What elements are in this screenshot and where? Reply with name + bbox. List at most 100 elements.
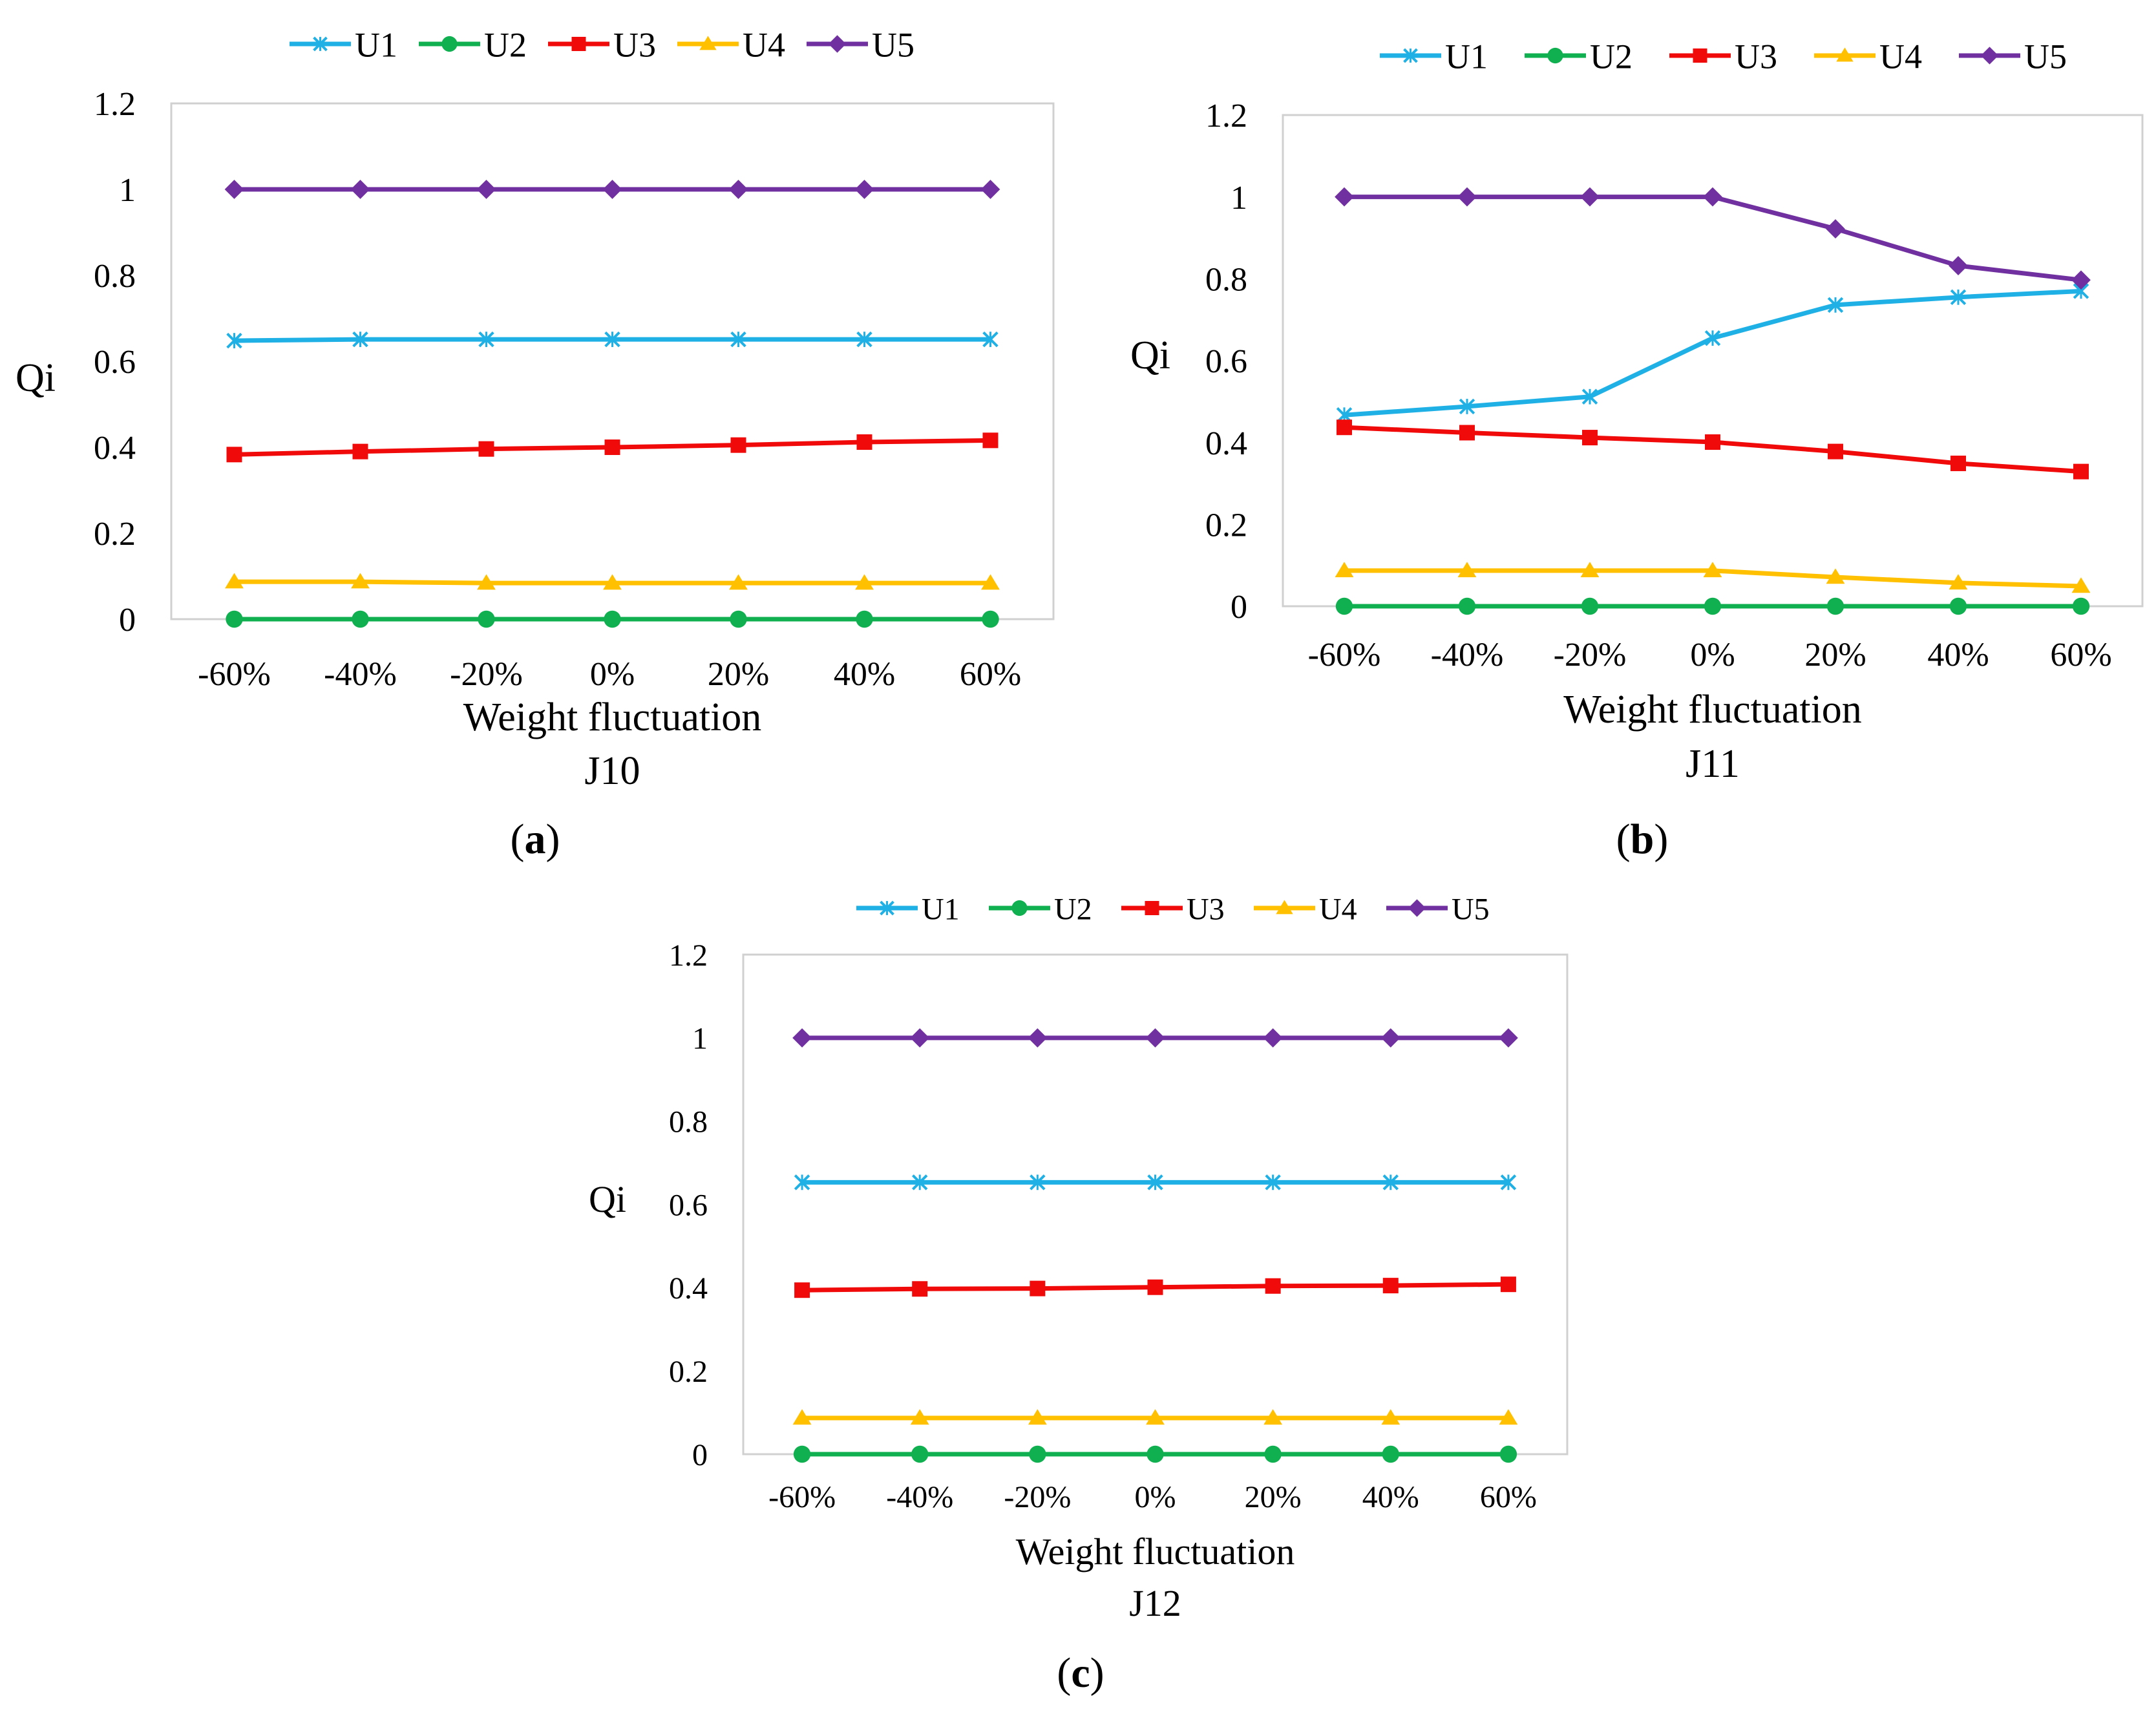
x-tick-label: 60% xyxy=(1480,1480,1537,1514)
data-point-u4 xyxy=(1580,562,1600,578)
y-tick-label: 0.8 xyxy=(669,1105,708,1139)
data-point-u5 xyxy=(1380,1028,1400,1048)
data-point-u2 xyxy=(793,1445,811,1463)
data-point-u1 xyxy=(1500,1174,1517,1191)
legend-marker-u1 xyxy=(313,36,328,52)
data-point-u2 xyxy=(1704,597,1722,615)
data-point-u5 xyxy=(2071,270,2091,290)
data-point-u5 xyxy=(350,180,370,199)
data-point-u3 xyxy=(1459,425,1475,441)
data-point-u4 xyxy=(792,1409,812,1425)
x-tick-label: 0% xyxy=(1135,1480,1176,1514)
data-point-u5 xyxy=(1263,1028,1283,1048)
x-tick-label: -20% xyxy=(450,656,523,693)
data-point-u5 xyxy=(602,180,622,199)
legend-marker-u4 xyxy=(1836,47,1854,62)
data-point-u3 xyxy=(794,1282,810,1298)
data-point-u2 xyxy=(1826,597,1844,615)
data-point-u5 xyxy=(1457,187,1477,207)
data-point-u4 xyxy=(1381,1409,1400,1425)
data-point-u2 xyxy=(1264,1445,1282,1463)
data-point-u3 xyxy=(1030,1280,1046,1296)
x-tick-label: -40% xyxy=(1431,637,1504,673)
data-point-u3 xyxy=(478,441,494,457)
panel-label-a: (a) xyxy=(511,816,560,863)
data-point-u3 xyxy=(730,437,746,453)
chart-j10: 0 0.2 0.4 0.6 0.8 1 1.2 -60% -40% -20% 0% 20% 40% 60%… xyxy=(16,25,1055,793)
data-point-u5 xyxy=(1703,187,1722,207)
data-point-u3 xyxy=(1382,1278,1399,1294)
data-point-u3 xyxy=(226,447,242,463)
data-point-u2 xyxy=(478,610,495,628)
legend-marker-u1 xyxy=(1403,48,1418,63)
data-point-u1 xyxy=(1265,1174,1281,1191)
data-point-u2 xyxy=(911,1445,929,1463)
x-tick-label: -60% xyxy=(198,656,271,693)
data-point-u4 xyxy=(855,574,874,590)
data-point-u2 xyxy=(982,610,999,628)
data-point-u5 xyxy=(1499,1028,1518,1048)
data-point-u2 xyxy=(730,610,747,628)
x-tick-label: 20% xyxy=(708,656,769,693)
data-point-u2 xyxy=(1029,1445,1046,1463)
data-point-u1 xyxy=(1382,1174,1399,1191)
legend-marker-u3 xyxy=(1693,48,1707,63)
y-tick-label: 0.6 xyxy=(94,344,136,381)
x-tick-label: 60% xyxy=(960,656,1021,693)
legend-marker-u2 xyxy=(1011,900,1028,916)
x-tick-label: 40% xyxy=(834,656,895,693)
x-tick-label: 40% xyxy=(1362,1480,1419,1514)
data-point-u3 xyxy=(856,434,872,450)
legend-label-u5: U5 xyxy=(1452,892,1490,926)
legend-label-u1: U1 xyxy=(922,892,960,926)
data-point-u1 xyxy=(352,331,368,348)
y-tick-label: 0 xyxy=(692,1438,708,1472)
data-point-u4 xyxy=(1263,1409,1283,1425)
x-tick-label: -20% xyxy=(1554,637,1627,673)
data-point-u5 xyxy=(792,1028,812,1048)
data-point-u5 xyxy=(728,180,748,199)
x-tick-label: -20% xyxy=(1004,1480,1071,1514)
legend-label-u5: U5 xyxy=(2024,37,2067,76)
data-point-u1 xyxy=(982,331,999,348)
data-point-u2 xyxy=(1335,597,1353,615)
data-point-u1 xyxy=(794,1174,810,1191)
y-tick-label: 0.6 xyxy=(1205,343,1247,380)
legend-marker-u1 xyxy=(880,900,894,916)
data-point-u3 xyxy=(1828,443,1843,460)
data-point-u5 xyxy=(1145,1028,1165,1048)
data-point-u5 xyxy=(1826,219,1845,238)
series-line-u5 xyxy=(1344,195,2082,282)
data-point-u4 xyxy=(1028,1409,1047,1425)
legend-marker-u4 xyxy=(1276,900,1293,915)
x-tick-label: -60% xyxy=(768,1480,836,1514)
data-point-u5 xyxy=(1949,256,1968,275)
x-tick-label: 20% xyxy=(1245,1480,1302,1514)
legend-label-u4: U4 xyxy=(743,25,785,64)
data-point-u4 xyxy=(351,573,370,589)
data-point-u1 xyxy=(856,331,872,348)
x-tick-label: 20% xyxy=(1804,637,1866,673)
data-point-u3 xyxy=(1337,419,1352,436)
data-point-u4 xyxy=(477,574,496,590)
x-tick-label: -40% xyxy=(324,656,397,693)
legend-label-u3: U3 xyxy=(1187,892,1225,926)
data-point-u3 xyxy=(604,439,620,455)
legend-label-u2: U2 xyxy=(484,25,527,64)
chart-subtitle: J11 xyxy=(1686,742,1740,786)
data-point-u3 xyxy=(912,1281,928,1297)
data-point-u4 xyxy=(603,574,622,590)
data-point-u1 xyxy=(912,1174,928,1191)
data-point-u1 xyxy=(1581,388,1598,405)
data-point-u1 xyxy=(604,331,620,348)
x-axis-label: Weight fluctuation xyxy=(463,695,762,739)
data-point-u3 xyxy=(1147,1279,1163,1295)
data-point-u5 xyxy=(980,180,1000,199)
data-point-u5 xyxy=(1335,187,1354,207)
data-point-u2 xyxy=(604,610,621,628)
data-point-u2 xyxy=(1581,597,1599,615)
x-axis-label: Weight fluctuation xyxy=(1563,688,1862,732)
data-point-u3 xyxy=(1265,1278,1281,1294)
data-point-u4 xyxy=(225,573,244,589)
data-point-u2 xyxy=(1458,597,1476,615)
